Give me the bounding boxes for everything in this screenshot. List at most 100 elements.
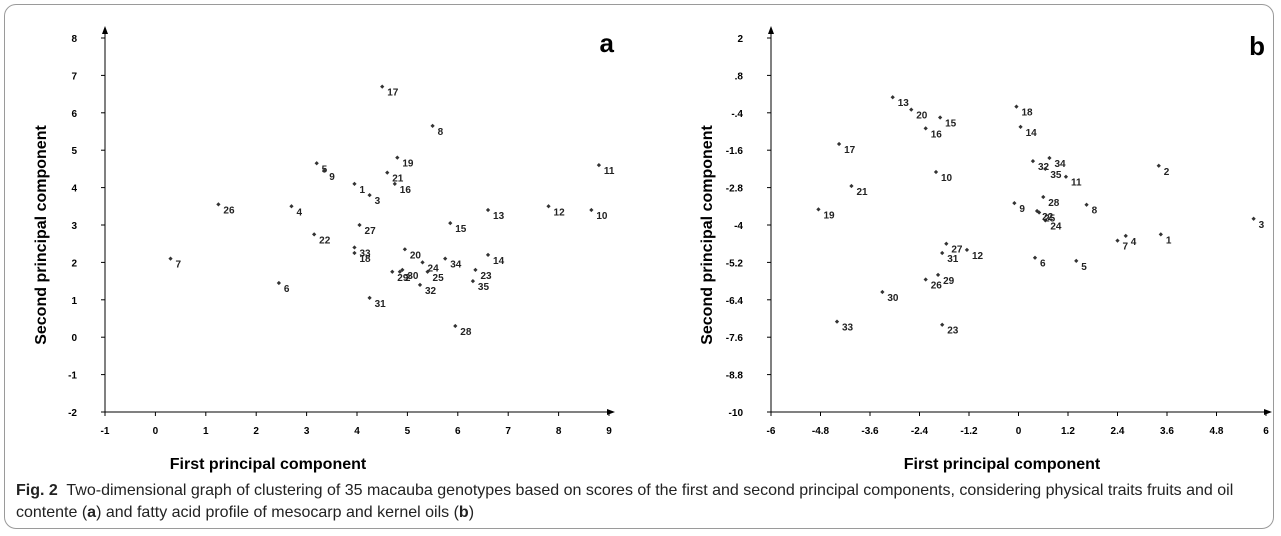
panel-letter-b: b (1249, 31, 1265, 61)
x-tick-label-b: 4.8 (1210, 426, 1224, 437)
point-label-b-1: 1 (1166, 235, 1172, 246)
point-label-b-3: 3 (1259, 220, 1265, 231)
point-label-a-35: 35 (478, 282, 490, 293)
data-point-b-19 (816, 207, 821, 212)
data-point-a-2 (397, 269, 402, 274)
data-point-b-8 (1084, 202, 1089, 207)
x-tick-label-a: 9 (606, 426, 612, 437)
y-tick-label-b: -2.8 (726, 184, 744, 195)
point-label-a-33: 33 (359, 248, 371, 259)
data-point-b-10 (933, 169, 939, 175)
x-tick-label-b: 6 (1263, 426, 1269, 437)
data-point-a-31 (367, 295, 372, 301)
y-tick-label-b: .8 (735, 71, 744, 82)
point-label-a-7: 7 (176, 260, 182, 271)
x-tick-label-b: -4.8 (812, 426, 830, 437)
data-point-a-10 (589, 207, 594, 213)
data-point-b-15 (938, 115, 943, 120)
y-tick-label-a: 4 (71, 184, 77, 195)
data-point-b-12 (964, 247, 970, 253)
point-label-b-18: 18 (1021, 108, 1033, 119)
data-point-b-6 (1032, 255, 1038, 260)
point-label-a-19: 19 (402, 159, 414, 170)
data-point-b-31 (940, 250, 945, 256)
data-point-a-12 (546, 204, 551, 209)
point-label-b-15: 15 (945, 118, 957, 129)
x-tick-label-b: 0 (1016, 426, 1022, 437)
y-tick-label-a: 8 (71, 34, 77, 45)
point-label-b-25: 25 (1044, 214, 1056, 225)
point-label-b-10: 10 (941, 173, 953, 184)
y-tick-label-b: -7.6 (726, 333, 744, 344)
point-label-a-20: 20 (410, 250, 422, 261)
point-label-a-29: 29 (397, 273, 409, 284)
x-tick-label-a: 4 (354, 426, 360, 437)
point-label-a-22: 22 (319, 235, 331, 246)
point-label-a-14: 14 (493, 256, 505, 267)
x-axis-title-a: First principal component (170, 456, 367, 473)
data-point-b-28 (1041, 194, 1046, 200)
data-point-a-7 (168, 256, 173, 261)
data-point-a-33 (352, 245, 357, 250)
data-point-b-35 (1043, 166, 1048, 172)
point-label-b-22: 22 (1042, 212, 1054, 223)
data-point-a-18 (352, 250, 357, 256)
point-label-a-9: 9 (329, 172, 335, 183)
x-axis-arrow-b (1264, 409, 1272, 415)
data-point-b-21 (849, 183, 854, 189)
y-tick-label-a: 3 (71, 221, 77, 232)
data-point-b-20 (909, 107, 914, 112)
data-point-a-22 (312, 232, 317, 237)
point-label-a-32: 32 (425, 286, 437, 297)
point-label-a-26: 26 (223, 205, 235, 216)
y-tick-label-a: 5 (71, 146, 77, 157)
point-label-a-27: 27 (365, 226, 377, 237)
data-point-a-4 (289, 204, 294, 209)
data-point-a-15 (448, 221, 453, 226)
x-tick-label-a: 7 (505, 426, 511, 437)
point-label-b-16: 16 (931, 129, 943, 140)
data-point-b-3 (1251, 216, 1256, 221)
y-tick-label-b: -5.2 (726, 258, 744, 269)
data-point-b-18 (1014, 104, 1019, 109)
caption-text-1: Two-dimensional graph of clustering of 3… (16, 482, 1234, 521)
data-point-a-21 (385, 170, 390, 175)
point-label-a-15: 15 (455, 224, 467, 235)
data-point-b-5 (1074, 258, 1079, 263)
point-label-b-28: 28 (1048, 198, 1060, 209)
point-label-b-7: 7 (1123, 242, 1129, 253)
y-axis-title-a: Second principal component (33, 125, 50, 345)
point-label-b-29: 29 (943, 276, 955, 287)
data-point-b-33 (834, 319, 840, 324)
point-label-b-24: 24 (1050, 221, 1062, 232)
x-tick-label-a: 8 (556, 426, 562, 437)
data-point-b-9 (1012, 201, 1017, 206)
x-tick-label-b: 1.2 (1061, 426, 1075, 437)
data-point-a-13 (485, 207, 491, 213)
y-axis-arrow-b (768, 26, 774, 34)
x-tick-label-b: 3.6 (1160, 426, 1174, 437)
data-point-a-8 (430, 123, 435, 129)
data-point-b-25 (1037, 210, 1042, 215)
point-label-b-26: 26 (931, 281, 943, 292)
data-point-a-19 (395, 155, 400, 160)
y-axis-title-b: Second principal component (699, 125, 716, 345)
point-label-b-2: 2 (1164, 167, 1170, 178)
point-label-b-8: 8 (1092, 206, 1098, 217)
point-label-a-13: 13 (493, 211, 505, 222)
caption-bold-b: b (458, 504, 469, 521)
point-label-b-31: 31 (947, 254, 959, 265)
data-point-a-29 (390, 269, 395, 274)
point-label-a-11: 11 (604, 166, 615, 177)
x-tick-label-b: 2.4 (1111, 426, 1125, 437)
point-label-a-8: 8 (438, 127, 444, 138)
panel-letter-a: a (600, 28, 615, 58)
x-tick-label-b: -2.4 (911, 426, 929, 437)
x-tick-label-a: 6 (455, 426, 461, 437)
point-label-b-19: 19 (823, 210, 835, 221)
caption-bold-a: a (87, 504, 97, 521)
data-point-a-28 (453, 323, 458, 329)
point-label-b-30: 30 (887, 293, 899, 304)
point-label-a-34: 34 (450, 260, 462, 271)
